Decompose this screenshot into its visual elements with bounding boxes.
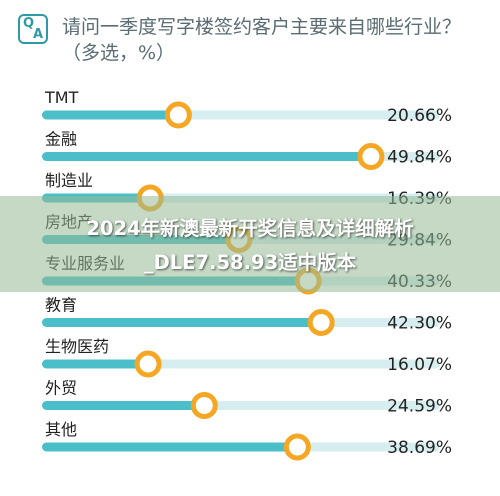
watermark-line-1: 2024年新澳最新开奖信息及详细解析 bbox=[86, 217, 414, 240]
qa-icon-q-letter: Q bbox=[23, 16, 35, 31]
value-label: 20.66% bbox=[387, 106, 452, 126]
bar bbox=[42, 152, 371, 161]
category-label: TMT bbox=[44, 88, 79, 107]
chart-header: Q A 请问一季度写字楼签约客户主要来自哪些行业？（多选，%） bbox=[18, 12, 488, 70]
category-label: 制造业 bbox=[45, 171, 93, 190]
category-label: 教育 bbox=[45, 296, 77, 315]
value-label: 24.59% bbox=[387, 397, 452, 417]
watermark-band bbox=[0, 196, 500, 292]
category-label: 其他 bbox=[45, 420, 77, 439]
bar bbox=[42, 318, 322, 327]
bar bbox=[42, 110, 179, 120]
qa-icon-a-letter: A bbox=[33, 27, 44, 42]
value-label: 16.07% bbox=[387, 355, 452, 375]
bar-end-marker bbox=[164, 101, 192, 129]
bar bbox=[42, 401, 205, 410]
watermark-text: 2024年新澳最新开奖信息及详细解析 _DLE7.58.93适中版本 bbox=[0, 212, 500, 280]
value-label: 49.84% bbox=[387, 148, 452, 168]
bar bbox=[42, 359, 149, 369]
value-label: 38.69% bbox=[387, 438, 452, 458]
category-label: 金融 bbox=[45, 130, 77, 149]
bar bbox=[42, 442, 298, 452]
category-label: 外贸 bbox=[45, 379, 77, 398]
bar-end-marker bbox=[357, 143, 385, 170]
bar-end-marker bbox=[283, 433, 311, 461]
chart-title: 请问一季度写字楼签约客户主要来自哪些行业？（多选，%） bbox=[62, 16, 462, 64]
category-label: 生物医药 bbox=[45, 337, 109, 356]
qa-icon: Q A bbox=[18, 14, 48, 44]
bar-end-marker bbox=[190, 392, 218, 419]
watermark-line-2: _DLE7.58.93适中版本 bbox=[143, 251, 357, 274]
bar-end-marker bbox=[134, 350, 162, 378]
value-label: 42.30% bbox=[387, 314, 452, 334]
bar-end-marker bbox=[307, 309, 335, 336]
